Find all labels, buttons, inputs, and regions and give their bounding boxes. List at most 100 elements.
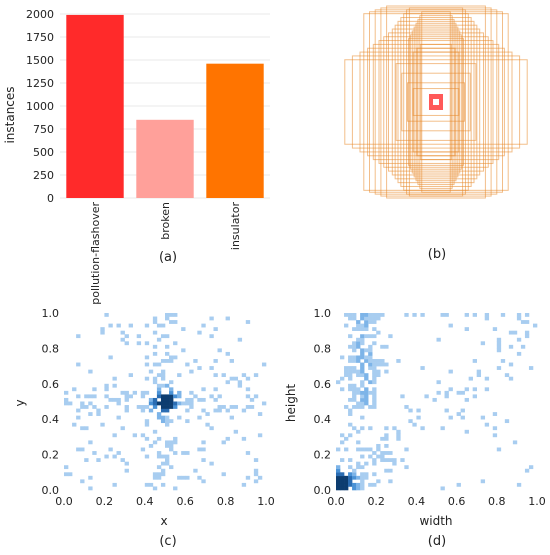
heat-cell <box>124 468 129 473</box>
heat-cell <box>508 344 514 349</box>
heat-cell <box>372 341 377 346</box>
heat-cell <box>120 337 125 342</box>
heat-cell <box>352 355 357 360</box>
heat-cell <box>76 447 81 452</box>
heat-cell <box>120 458 125 462</box>
heat-cell <box>380 451 385 455</box>
heat-cell <box>360 380 365 385</box>
heat-cell <box>344 373 349 378</box>
heat-cell <box>229 359 234 363</box>
heat-cell <box>160 369 166 374</box>
heat-cell <box>124 397 129 402</box>
heat-cell <box>368 351 373 356</box>
heat-cell <box>72 387 77 392</box>
heat-cell <box>253 394 259 399</box>
heat-cell <box>112 433 117 438</box>
heat-cell <box>257 412 263 416</box>
heat-cell <box>408 408 413 413</box>
heat-cell <box>376 454 381 459</box>
heat-cell <box>165 334 170 339</box>
heat-cell <box>340 475 345 480</box>
heat-cell <box>177 475 182 480</box>
heat-cell <box>364 387 369 392</box>
heat-cell <box>384 451 389 455</box>
heat-cell <box>372 320 377 324</box>
heat-cell <box>88 394 93 399</box>
heat-cell <box>360 415 365 420</box>
heat-cell <box>348 465 353 470</box>
heat-cell <box>360 369 365 374</box>
heat-cell <box>217 394 222 399</box>
heat-cell <box>84 426 89 431</box>
heat-cell <box>456 390 461 395</box>
heat-cell <box>356 327 361 331</box>
heat-cell <box>404 313 409 317</box>
heat-cell <box>253 458 259 462</box>
heat-cell <box>496 341 502 346</box>
heat-cell <box>237 337 243 342</box>
heat-cell <box>368 355 373 360</box>
heat-cell <box>396 429 401 434</box>
heat-cell <box>368 348 373 353</box>
heat-cell <box>348 383 353 388</box>
box-outline <box>383 36 489 168</box>
box-outline <box>400 17 472 187</box>
heat-cell <box>372 366 377 370</box>
heat-cell <box>116 401 121 406</box>
heat-cell <box>352 475 357 480</box>
heat-cell <box>412 313 417 317</box>
heat-cell <box>104 454 109 459</box>
heat-cell <box>364 447 369 452</box>
heat-cell <box>356 341 361 346</box>
heat-cell <box>148 401 154 406</box>
heat-cell <box>352 327 357 331</box>
heat-cell <box>484 387 490 392</box>
heat-cell <box>516 351 522 356</box>
heat-cell <box>472 394 477 399</box>
heat-cell <box>520 320 526 324</box>
heat-cell <box>185 408 190 413</box>
heat-cell <box>189 401 194 406</box>
heat-cell <box>221 472 226 477</box>
heat-cell <box>217 348 222 353</box>
heat-cell <box>213 327 218 331</box>
heat-cell <box>144 419 150 424</box>
heat-cell <box>156 436 162 441</box>
heat-cell <box>500 359 506 363</box>
heat-cell <box>225 380 230 385</box>
heat-cell <box>348 344 353 349</box>
heat-cell <box>356 337 361 342</box>
heat-cell <box>360 323 365 328</box>
heat-cell <box>116 451 121 455</box>
heat-cell <box>356 440 361 445</box>
box-outline <box>369 11 503 193</box>
heat-cell <box>144 362 150 367</box>
heat-cell <box>372 313 377 317</box>
heat-cell <box>169 387 174 392</box>
heat-cell <box>372 334 377 339</box>
heat-cell <box>436 390 441 395</box>
heat-cell <box>368 426 373 431</box>
heat-cell <box>492 412 498 416</box>
y-tick-label: 0.6 <box>42 378 60 391</box>
bar-insulator <box>206 63 264 199</box>
heat-cell <box>249 397 255 402</box>
heat-cell <box>340 440 345 445</box>
heat-cell <box>197 475 202 480</box>
heat-cell <box>472 359 477 363</box>
bar-pollution-flashover <box>66 14 124 199</box>
heat-cell <box>136 334 142 339</box>
x-tick-label: 0.2 <box>367 495 385 508</box>
heat-cell <box>209 316 214 321</box>
heat-cell <box>181 451 186 455</box>
heat-cell <box>104 394 109 399</box>
heat-cell <box>360 383 365 388</box>
heat-cell <box>241 373 247 378</box>
heat-cell <box>348 313 353 317</box>
heat-cell <box>360 373 365 378</box>
heat-cell <box>360 472 365 477</box>
heat-cell <box>209 366 214 370</box>
heat-cell <box>352 472 357 477</box>
heat-cell <box>340 486 345 491</box>
heat-cell <box>364 320 369 324</box>
